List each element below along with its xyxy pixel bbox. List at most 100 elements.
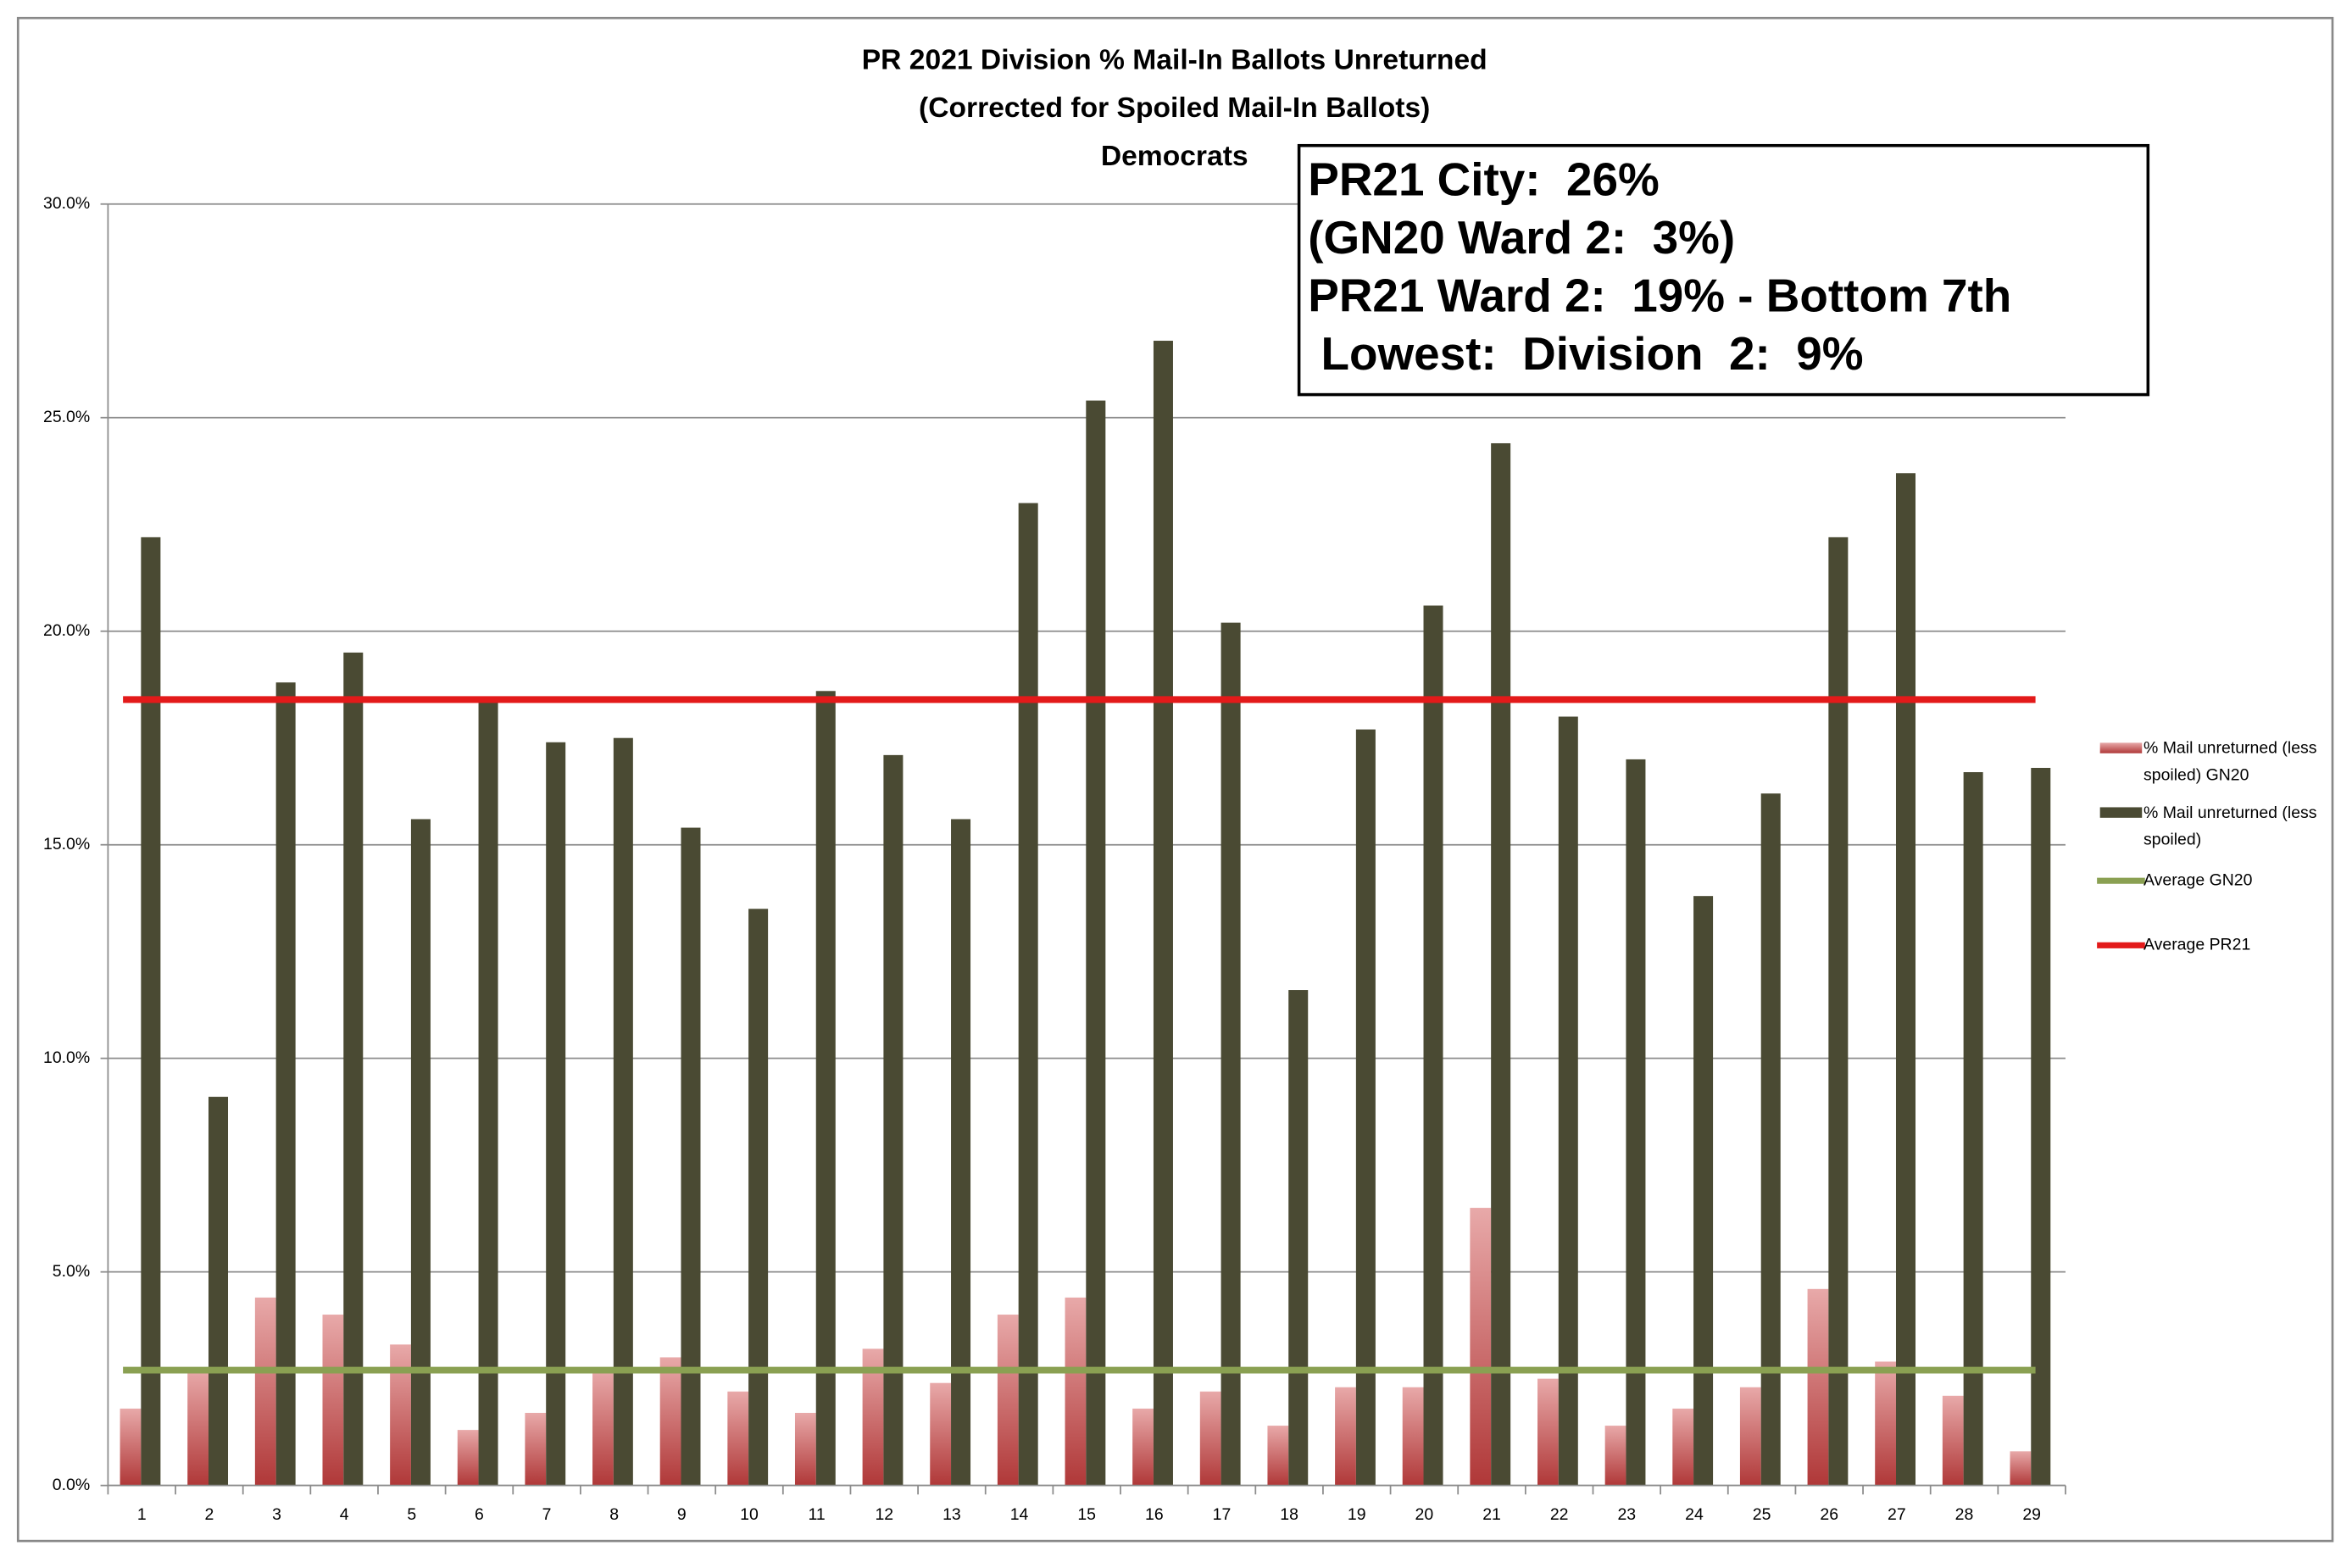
bar [1220,622,1241,1486]
legend-entry: Average GN20 [2143,871,2253,890]
bar [1672,1408,1694,1486]
x-tick-label: 9 [677,1505,687,1524]
legend-label: % Mail unreturned (less spoiled) GN20 [2143,739,2317,785]
legend-label: % Mail unreturned (less spoiled) [2143,803,2317,850]
bar [1828,537,1849,1486]
legend-swatch [2099,742,2143,753]
bar [120,1408,142,1486]
bar [1558,716,1578,1486]
x-tick-label: 11 [809,1505,826,1524]
x-tick-label: 5 [407,1505,416,1524]
bar [1604,1426,1626,1486]
y-tick-label: 10.0% [43,1048,90,1067]
x-tick-label: 29 [2022,1505,2041,1524]
x-tick-label: 13 [942,1505,961,1524]
x-tick-label: 24 [1685,1505,1704,1524]
bar [1423,605,1443,1486]
bar [254,1297,276,1486]
bar [1739,1387,1761,1486]
annotation-text: PR21 Ward 2: 19% - Bottom 7th [1308,269,2011,321]
x-tick-label: 8 [609,1505,619,1524]
bar [1132,1408,1154,1486]
legend-label: Average GN20 [2143,871,2253,890]
bar [187,1370,209,1486]
annotation-text: Lowest: Division 2: 9% [1308,327,1863,380]
x-tick-label: 26 [1820,1505,1838,1524]
x-tick-label: 28 [1955,1505,1974,1524]
chart-title: PR 2021 Division % Mail-In Ballots Unret… [862,44,1487,75]
x-tick-label: 2 [204,1505,214,1524]
bar [1355,729,1376,1486]
y-tick-label: 25.0% [43,408,90,426]
bar [1807,1288,1829,1486]
bar [659,1357,681,1486]
x-tick-label: 27 [1888,1505,1906,1524]
bar [748,909,769,1486]
bar [546,742,566,1486]
bar [1199,1391,1221,1486]
x-tick-label: 17 [1213,1505,1232,1524]
x-tick-label: 20 [1415,1505,1434,1524]
chart-subtitle: Democrats [1101,141,1248,172]
legend-label: Average PR21 [2143,936,2251,954]
bar [727,1391,749,1486]
bar [1335,1387,1356,1486]
bar [141,537,161,1486]
bar [997,1315,1019,1486]
bar [681,827,701,1486]
bar [613,737,633,1486]
bar [1895,473,1916,1486]
y-tick-label: 30.0% [43,194,90,213]
x-tick-label: 6 [475,1505,484,1524]
bar [951,819,971,1486]
bar [208,1097,229,1486]
bar [390,1344,411,1486]
bar [1693,896,1714,1486]
x-tick-label: 16 [1145,1505,1164,1524]
annotation-box [1297,143,2150,397]
bar [1267,1426,1289,1486]
bar [1942,1395,1964,1486]
bar [1086,400,1106,1486]
bar [1875,1361,1896,1486]
legend-entry: Average PR21 [2143,936,2251,954]
x-tick-label: 7 [542,1505,552,1524]
legend-entry: % Mail unreturned (less spoiled) GN20 [2143,739,2317,785]
x-tick-label: 21 [1482,1505,1501,1524]
bar [2031,767,2051,1486]
bar [1018,503,1038,1486]
x-tick-label: 22 [1550,1505,1569,1524]
bar [525,1412,547,1486]
bar [815,691,836,1486]
x-tick-label: 1 [137,1505,147,1524]
bar [457,1430,479,1486]
bar [343,652,364,1486]
annotation-text: PR21 City: 26% [1308,153,1660,205]
bar [1153,341,1173,1486]
plot-area: 0.0%5.0%10.0%15.0%20.0%25.0%30.0%1 2 3 4 5 6 7… [43,194,2066,1524]
annotation-text: (GN20 Ward 2: 3%) [1308,211,1735,264]
bar [1760,793,1781,1486]
x-tick-label: 18 [1280,1505,1298,1524]
chart-subtitle: (Corrected for Spoiled Mail-In Ballots) [919,92,1430,124]
bar [1402,1387,1424,1486]
legend-swatch [2099,807,2143,818]
x-tick-label: 3 [272,1505,281,1524]
legend: % Mail unreturned (less spoiled) GN20 % M… [2097,739,2317,954]
bar [1963,772,1983,1486]
bar [883,754,904,1486]
y-tick-label: 20.0% [43,621,90,640]
x-tick-label: 12 [875,1505,893,1524]
bar [1470,1208,1492,1486]
x-tick-label: 19 [1348,1505,1366,1524]
bar [1288,990,1309,1486]
x-tick-label: 4 [340,1505,349,1524]
bar [410,819,431,1486]
bar [275,682,296,1486]
x-tick-label: 15 [1077,1505,1096,1524]
bar [1537,1378,1559,1486]
bar [322,1315,344,1486]
bar [1065,1297,1087,1486]
legend-entry: % Mail unreturned (less spoiled) [2143,803,2317,850]
